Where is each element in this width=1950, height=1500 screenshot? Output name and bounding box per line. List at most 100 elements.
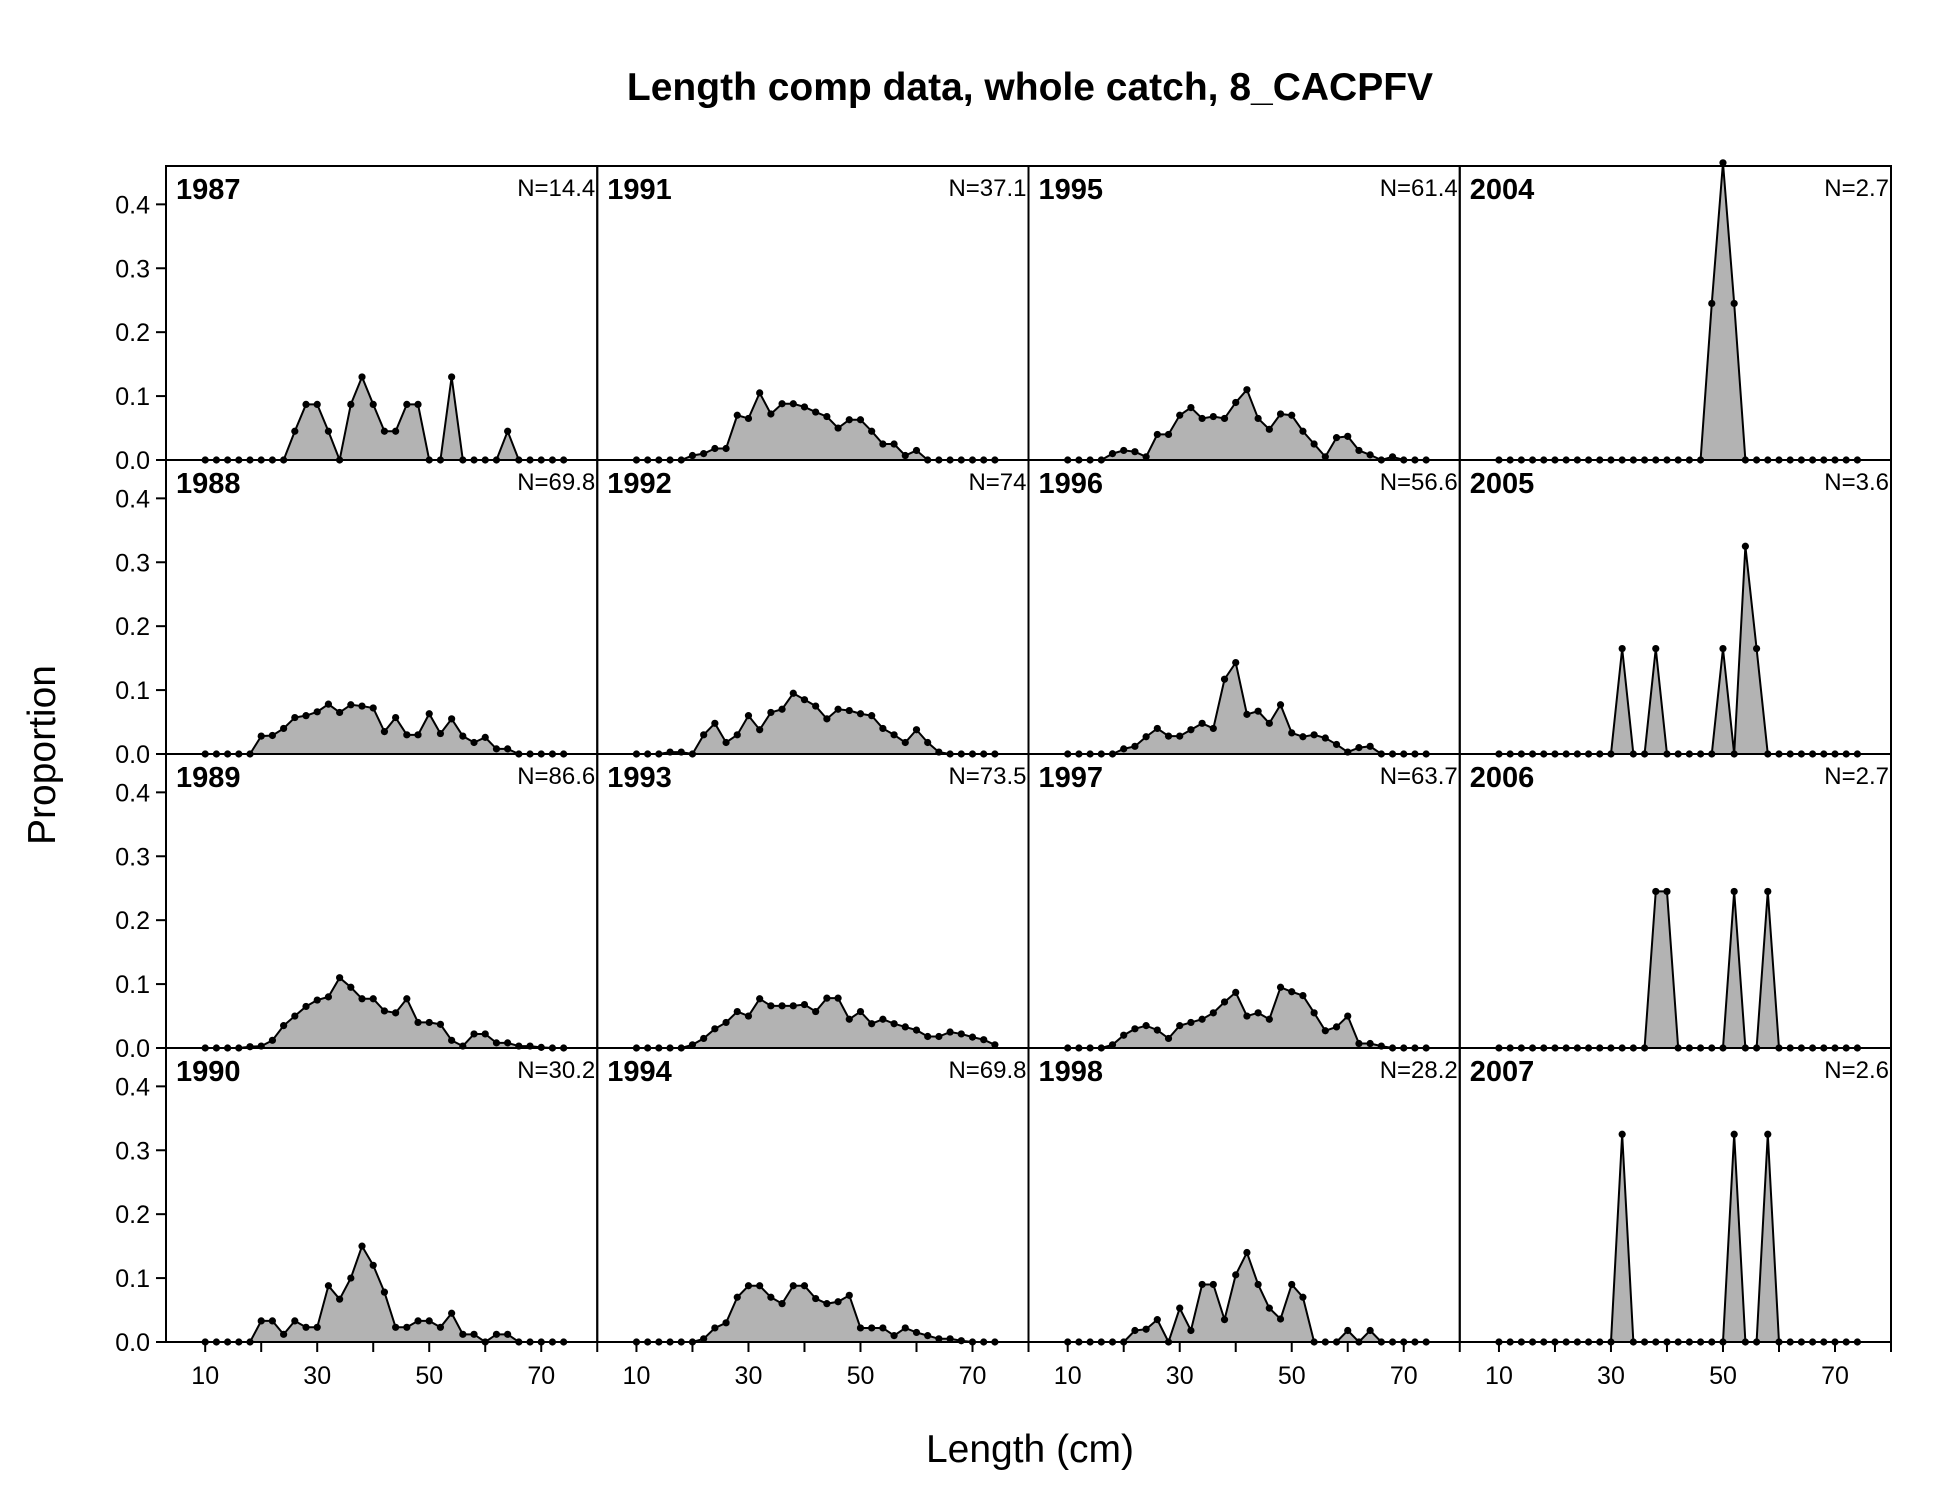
data-point <box>1198 1015 1206 1023</box>
data-point <box>369 1261 377 1269</box>
data-point <box>856 1324 865 1332</box>
data-point <box>1265 719 1273 727</box>
data-point <box>1719 644 1727 653</box>
data-point <box>436 1020 445 1028</box>
area-fill <box>1498 1134 1858 1342</box>
data-point <box>845 706 853 715</box>
data-point <box>302 712 310 720</box>
data-point <box>1232 988 1240 996</box>
area-fill <box>1498 891 1858 1048</box>
data-point <box>834 705 842 713</box>
x-tick-label: 50 <box>415 1362 443 1390</box>
data-point <box>1142 1325 1150 1333</box>
panel-1990: 1990 N=30.2 0.0 0.1 0.2 0.3 0.4 10 30 50 70 <box>115 1047 599 1390</box>
panel-1989: 1989 N=86.6 0.0 0.1 0.2 0.3 0.4 <box>115 753 599 1063</box>
data-point <box>834 424 842 432</box>
data-point <box>1310 440 1318 448</box>
x-tick-label: 70 <box>527 1362 555 1390</box>
data-point <box>767 1293 775 1301</box>
data-point <box>313 708 321 716</box>
data-point <box>1764 1130 1772 1138</box>
data-point <box>280 1330 288 1338</box>
panel-n-label: N=30.2 <box>517 1057 595 1084</box>
data-point <box>789 1282 797 1290</box>
data-point <box>1366 1039 1374 1048</box>
data-point <box>1142 733 1150 741</box>
panel-1995: 1995 N=61.4 <box>1027 165 1461 464</box>
data-point <box>504 427 512 435</box>
data-point <box>744 1282 753 1290</box>
data-point <box>901 1023 909 1031</box>
y-axis-label: Proportion <box>21 665 64 845</box>
data-point <box>823 1300 831 1308</box>
area-fill <box>205 376 564 460</box>
data-point <box>313 400 321 408</box>
data-point <box>1209 1009 1217 1017</box>
panel-frame <box>1458 1047 1892 1343</box>
data-point <box>1254 1009 1262 1017</box>
data-point <box>868 1324 876 1332</box>
y-tick-label: 0.3 <box>115 549 150 577</box>
data-point <box>924 738 932 747</box>
data-point <box>403 731 411 739</box>
data-point <box>856 416 865 424</box>
x-tick-label: 10 <box>623 1362 651 1390</box>
data-point <box>1131 742 1139 750</box>
panel-2005: 2005 N=3.6 <box>1458 459 1892 758</box>
data-point <box>369 400 377 408</box>
data-point <box>1187 403 1195 412</box>
data-point <box>436 1323 445 1331</box>
data-point <box>280 724 288 733</box>
data-point <box>1120 446 1128 455</box>
panel-year-label: 1991 <box>607 174 672 206</box>
data-point <box>711 444 719 453</box>
panel-n-label: N=63.7 <box>1380 763 1458 790</box>
data-point <box>1153 1026 1161 1034</box>
data-point <box>324 993 333 1001</box>
data-point <box>1142 453 1150 461</box>
data-point <box>392 1009 400 1017</box>
y-tick-label: 0.0 <box>115 1329 150 1357</box>
data-point <box>1243 710 1251 718</box>
data-point <box>1164 430 1173 439</box>
data-point <box>1220 675 1229 683</box>
y-tick-label: 0.4 <box>115 1073 150 1101</box>
data-point <box>291 427 299 435</box>
data-point <box>711 1324 719 1332</box>
panel-year-label: 1990 <box>176 1056 241 1088</box>
panel-year-label: 2007 <box>1470 1056 1535 1088</box>
data-point <box>1652 887 1660 896</box>
area-fill <box>636 1285 995 1342</box>
data-point <box>756 726 764 734</box>
panel-year-label: 1995 <box>1039 174 1104 206</box>
data-point <box>823 715 831 723</box>
panel-n-label: N=28.2 <box>1380 1057 1458 1084</box>
panel-year-label: 1998 <box>1039 1056 1104 1088</box>
panel-1996: 1996 N=56.6 <box>1027 459 1461 758</box>
data-point <box>711 719 719 727</box>
data-point <box>1254 1280 1262 1289</box>
data-point <box>324 427 333 435</box>
data-point <box>1366 742 1374 750</box>
data-point <box>1254 414 1262 423</box>
data-point <box>1276 1315 1285 1323</box>
data-point <box>1663 887 1671 896</box>
data-point <box>1708 299 1716 308</box>
panel-year-label: 1993 <box>607 762 672 794</box>
data-point <box>812 408 820 416</box>
data-point <box>856 1007 865 1016</box>
data-point <box>924 1032 932 1041</box>
panel-year-label: 2004 <box>1470 174 1535 206</box>
data-point <box>324 1282 333 1290</box>
data-point <box>347 983 355 991</box>
data-point <box>879 440 887 448</box>
y-tick-label: 0.2 <box>115 907 150 935</box>
data-point <box>414 1018 422 1027</box>
data-point <box>291 1012 299 1020</box>
data-point <box>347 400 355 408</box>
panel-n-label: N=73.5 <box>948 763 1026 790</box>
panel-frame <box>1458 165 1892 461</box>
data-point <box>756 389 764 397</box>
data-point <box>1198 1280 1206 1289</box>
